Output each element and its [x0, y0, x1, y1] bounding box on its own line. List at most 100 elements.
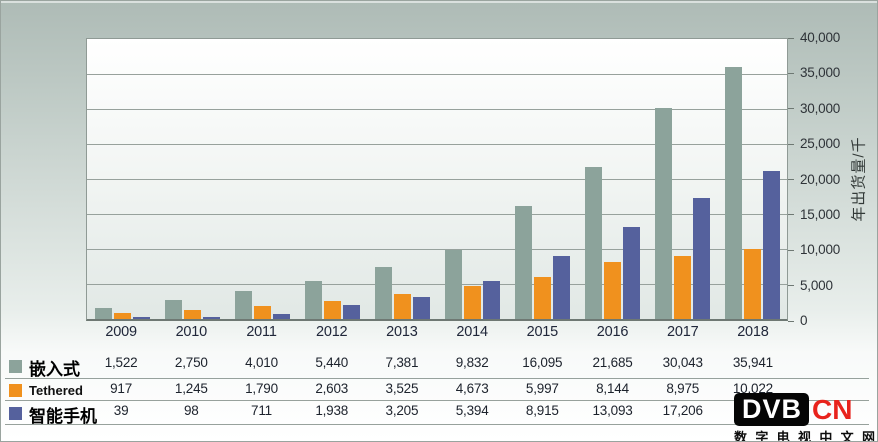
y-tick-label: 0 [800, 313, 808, 328]
legend-swatch [9, 359, 22, 373]
bar-smartphone [692, 198, 710, 319]
bar-group [157, 39, 227, 319]
table-cell: 917 [110, 381, 133, 396]
series-label: 嵌入式 [29, 360, 80, 379]
x-axis-label: 2012 [315, 324, 348, 340]
dvbcn-logo-box: DVB CN [734, 393, 875, 426]
table-cell: 5,440 [315, 355, 349, 370]
table-cell: 21,685 [592, 355, 633, 370]
grid-line [87, 179, 787, 180]
logo-subtitle-char: 网 [861, 430, 875, 442]
table-row: 1,522 2,750 4,010 5,440 7,381 9,832 16,095 21,6… [86, 355, 788, 377]
table-cell: 1,790 [245, 381, 278, 396]
table-cell: 7,381 [385, 355, 419, 370]
table-row-label: 智能手机 [1, 403, 97, 426]
x-axis-label: 2015 [526, 324, 559, 340]
table-cell: 1,245 [174, 381, 208, 396]
table-cell: 17,206 [662, 403, 703, 418]
bar-tethered [113, 312, 131, 319]
table-cell: 9,832 [455, 355, 489, 370]
table-row-label: Tethered [1, 381, 86, 400]
bar-tethered [323, 300, 341, 319]
series-label: 智能手机 [29, 407, 97, 426]
bar-smartphone [272, 314, 290, 319]
x-axis-label: 2011 [246, 324, 277, 340]
bar-group [507, 39, 577, 319]
x-axis-label: 2014 [456, 324, 488, 340]
x-axis-label: 2009 [105, 324, 137, 340]
y-tick-label: 15,000 [800, 206, 841, 222]
bar-group [577, 39, 647, 319]
bar-group [437, 39, 507, 319]
y-tick [788, 285, 794, 287]
bar-embedded [444, 249, 462, 319]
table-cell: 30,043 [662, 355, 703, 370]
y-tick [788, 249, 794, 251]
table-cell: 3,205 [385, 403, 419, 418]
table-row: 39 98 711 1,938 3,205 5,394 8,915 13,093 17,206 [86, 403, 788, 423]
table-row-divider [5, 400, 869, 401]
table-cell: 1,938 [315, 403, 349, 418]
grid-line [87, 74, 787, 75]
bar-group [87, 39, 157, 319]
x-axis-label: 2016 [596, 324, 629, 340]
plot-area [86, 38, 788, 321]
y-tick-label: 30,000 [800, 100, 841, 116]
logo-subtitle-char: 视 [797, 430, 811, 442]
grid-line [87, 249, 787, 250]
table-cell: 98 [183, 403, 199, 418]
table-cell: 8,144 [596, 381, 629, 396]
bar-embedded [654, 107, 672, 319]
table-cell: 16,095 [522, 355, 563, 370]
bar-embedded [724, 66, 742, 319]
dvbcn-watermark-logo: DVB CN 数字电视中文网 [734, 393, 875, 442]
y-tick [788, 179, 794, 180]
table-cell: 1,522 [104, 355, 138, 370]
table-cell: 8,915 [525, 403, 559, 418]
grid-line [87, 214, 787, 215]
table-cell: 2,603 [315, 381, 349, 396]
y-tick [788, 37, 794, 39]
grid-line [87, 144, 787, 145]
table-cell: 3,525 [385, 381, 419, 396]
y-tick-label: 35,000 [800, 65, 841, 81]
bar-smartphone [342, 305, 360, 319]
bar-group [647, 39, 717, 319]
bar-embedded [514, 205, 532, 319]
x-axis-label: 2010 [175, 324, 208, 340]
table-cell: 4,673 [455, 381, 489, 396]
table-cell: 39 [113, 403, 129, 418]
bar-smartphone [412, 296, 430, 319]
bar-smartphone [132, 317, 150, 319]
table-cell: 13,093 [592, 403, 633, 418]
logo-subtitle-char: 中 [819, 430, 833, 442]
y-tick-label: 40,000 [800, 30, 841, 45]
grid-line [87, 109, 787, 110]
dvbcn-logo-subtitle: 数字电视中文网 [734, 427, 875, 442]
table-row-divider [5, 424, 869, 425]
bar-smartphone [552, 256, 570, 319]
table-cell: 8,975 [666, 381, 700, 396]
bar-embedded [164, 299, 182, 319]
bar-tethered [533, 276, 551, 319]
table-row-divider [5, 378, 869, 379]
y-tick [788, 143, 794, 145]
y-tick [788, 72, 794, 74]
y-tick-label: 5,000 [800, 277, 833, 293]
bar-tethered [463, 286, 481, 319]
y-tick-label: 25,000 [800, 136, 841, 152]
y-tick [788, 214, 794, 216]
x-axis-labels: 2009 2010 2011 2012 2013 2014 2015 2016 2017 2018 [86, 324, 788, 340]
bar-tethered [743, 248, 761, 319]
series-label: Tethered [29, 382, 83, 398]
logo-subtitle-char: 文 [840, 430, 854, 442]
table-row: 917 1,245 1,790 2,603 3,525 4,673 5,997 8,144 8,… [86, 381, 788, 400]
bar-tethered [673, 255, 691, 319]
legend-swatch [9, 406, 22, 420]
logo-subtitle-char: 字 [755, 430, 769, 442]
table-cell: 35,941 [732, 355, 773, 370]
x-axis-label: 2013 [386, 324, 418, 340]
y-axis: 40,000 35,000 30,000 25,000 20,000 15,000 10,0… [788, 30, 877, 328]
table-cell: 5,394 [455, 403, 489, 418]
